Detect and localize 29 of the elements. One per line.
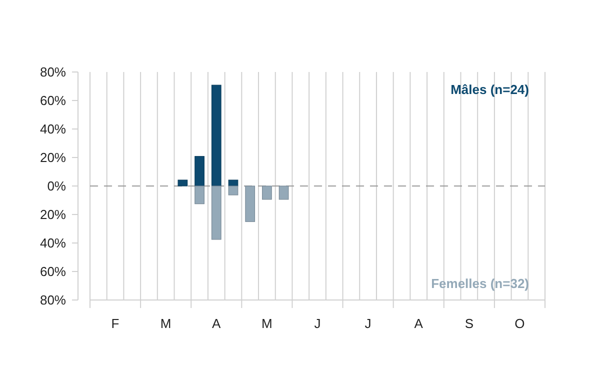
x-tick-label: J	[364, 316, 372, 331]
bar	[245, 186, 256, 222]
bar	[211, 84, 222, 186]
bar	[211, 186, 222, 240]
bar	[194, 186, 204, 204]
text: Femelles (n=32)	[431, 276, 529, 291]
y-tick-label: 20%	[40, 207, 66, 222]
y-tick-label: 80%	[40, 292, 66, 308]
text: Mâles (n=24)	[450, 82, 529, 97]
bar	[194, 156, 204, 186]
y-tick-label: 60%	[40, 264, 66, 280]
y-tick-label: 60%	[40, 93, 66, 108]
bar	[178, 180, 188, 186]
x-tick-label: J	[314, 316, 321, 331]
x-tick-label: A	[212, 316, 222, 331]
bar	[228, 186, 238, 196]
y-tick-label: 40%	[40, 122, 66, 137]
x-tick-label: F	[111, 316, 120, 331]
x-tick-label: A	[414, 316, 424, 331]
x-tick-label: S	[464, 316, 474, 331]
y-tick-label: 80%	[40, 64, 66, 80]
y-tick-label: 20%	[40, 150, 66, 166]
bar	[278, 186, 289, 200]
y-tick-label: 40%	[40, 236, 66, 251]
x-tick-label: M	[262, 316, 272, 331]
x-tick-label: O	[514, 316, 525, 331]
bar	[262, 186, 272, 200]
x-tick-label: M	[160, 316, 172, 331]
y-tick-label: 0%	[47, 178, 66, 194]
